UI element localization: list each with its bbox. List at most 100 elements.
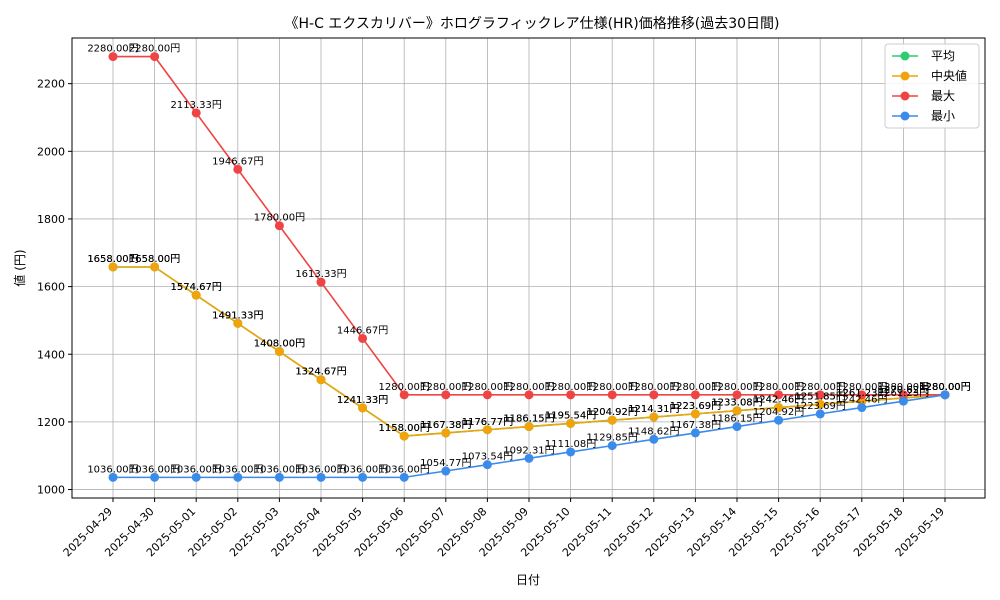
data-label: 1223.69円: [670, 401, 721, 412]
data-label: 1233.08円: [711, 398, 762, 409]
data-point: [732, 406, 742, 416]
x-axis-label: 日付: [516, 573, 540, 587]
data-point: [607, 441, 617, 451]
data-label: 1204.92円: [587, 407, 638, 418]
data-label: 1574.67円: [171, 282, 222, 293]
data-point: [233, 318, 243, 328]
data-label: 1036.00円: [337, 464, 388, 475]
data-label: 1214.31円: [628, 404, 679, 415]
data-label: 1280.00円: [462, 382, 513, 393]
data-point: [233, 164, 243, 174]
series-points: [108, 52, 950, 482]
data-label: 1036.00円: [171, 464, 222, 475]
legend-marker: [900, 51, 910, 61]
data-label: 1186.15円: [503, 414, 554, 425]
data-label: 1036.00円: [129, 464, 180, 475]
data-label: 1613.33円: [295, 269, 346, 280]
data-point: [857, 396, 867, 406]
data-label: 1658.00円: [129, 254, 180, 265]
data-point: [732, 390, 742, 400]
data-point: [399, 472, 409, 482]
y-tick-label: 1200: [37, 416, 65, 429]
legend-marker: [900, 91, 910, 101]
data-label: 1158.00円: [379, 423, 430, 434]
data-label: 2113.33円: [171, 100, 222, 111]
data-label: 1658.00円: [129, 254, 180, 265]
data-point: [774, 390, 784, 400]
data-point: [191, 472, 201, 482]
data-label: 1092.31円: [503, 445, 554, 456]
data-label: 1176.77円: [462, 417, 513, 428]
data-point: [566, 418, 576, 428]
data-label: 1491.33円: [212, 310, 263, 321]
data-label: 1270.62円: [878, 385, 929, 396]
data-point: [482, 425, 492, 435]
y-axis-label: 値 (円): [12, 249, 27, 286]
data-point: [649, 390, 659, 400]
data-label: 1241.33円: [337, 395, 388, 406]
data-label: 1261.23円: [836, 388, 887, 399]
data-point: [649, 434, 659, 444]
data-point: [649, 412, 659, 422]
data-label: 1111.08円: [545, 439, 596, 450]
x-axis-ticks: 2025-04-292025-04-302025-05-012025-05-02…: [61, 498, 947, 559]
data-label: 1073.54円: [462, 452, 513, 463]
data-label: 1270.62円: [878, 385, 929, 396]
y-tick-label: 1600: [37, 281, 65, 294]
data-label: 2280.00円: [87, 44, 138, 55]
data-point: [150, 52, 160, 62]
data-point: [358, 403, 368, 413]
data-label: 1186.15円: [711, 414, 762, 425]
data-label: 1446.67円: [337, 325, 388, 336]
data-label: 1780.00円: [254, 213, 305, 224]
data-label: 1280.00円: [795, 382, 846, 393]
data-label: 1158.00円: [379, 423, 430, 434]
data-point: [732, 422, 742, 432]
data-label: 1280.00円: [545, 382, 596, 393]
data-point: [316, 375, 326, 385]
data-label: 1176.77円: [462, 417, 513, 428]
data-label: 1129.85円: [587, 433, 638, 444]
data-point: [274, 221, 284, 231]
data-point: [566, 447, 576, 457]
y-tick-label: 2200: [37, 78, 65, 91]
legend-label: 最小: [931, 109, 955, 123]
data-point: [482, 460, 492, 470]
data-point: [191, 290, 201, 300]
chart-title: 《H-C エクスカリバー》ホログラフィックレア仕様(HR)価格推移(過去30日間…: [284, 16, 779, 32]
data-point: [399, 390, 409, 400]
data-point: [607, 390, 617, 400]
data-label: 1280.00円: [420, 382, 471, 393]
data-point: [898, 396, 908, 406]
data-label: 1036.00円: [254, 464, 305, 475]
data-point: [815, 399, 825, 409]
data-point: [358, 333, 368, 343]
y-tick-label: 2000: [37, 145, 65, 158]
data-label: 1242.46円: [753, 395, 804, 406]
data-label: 1574.67円: [171, 282, 222, 293]
data-label: 1280.00円: [878, 382, 929, 393]
data-point: [399, 431, 409, 441]
data-label: 1280.00円: [919, 382, 970, 393]
legend-marker: [900, 111, 910, 121]
data-point: [441, 390, 451, 400]
y-tick-label: 1800: [37, 213, 65, 226]
data-label: 1251.85円: [795, 391, 846, 402]
data-point: [524, 422, 534, 432]
data-point: [566, 390, 576, 400]
y-axis-ticks: 1000 1200 1400 1600 1800 2000 2200: [37, 78, 72, 497]
data-label: 1195.54円: [545, 410, 596, 421]
data-point: [690, 390, 700, 400]
data-label: 1280.00円: [919, 382, 970, 393]
data-label: 1324.67円: [295, 367, 346, 378]
legend-label: 最大: [931, 89, 955, 103]
data-label: 1241.33円: [337, 395, 388, 406]
data-point: [150, 262, 160, 272]
data-label: 1408.00円: [254, 339, 305, 350]
data-point: [857, 403, 867, 413]
data-label: 1195.54円: [545, 410, 596, 421]
legend-label: 中央値: [931, 68, 967, 83]
